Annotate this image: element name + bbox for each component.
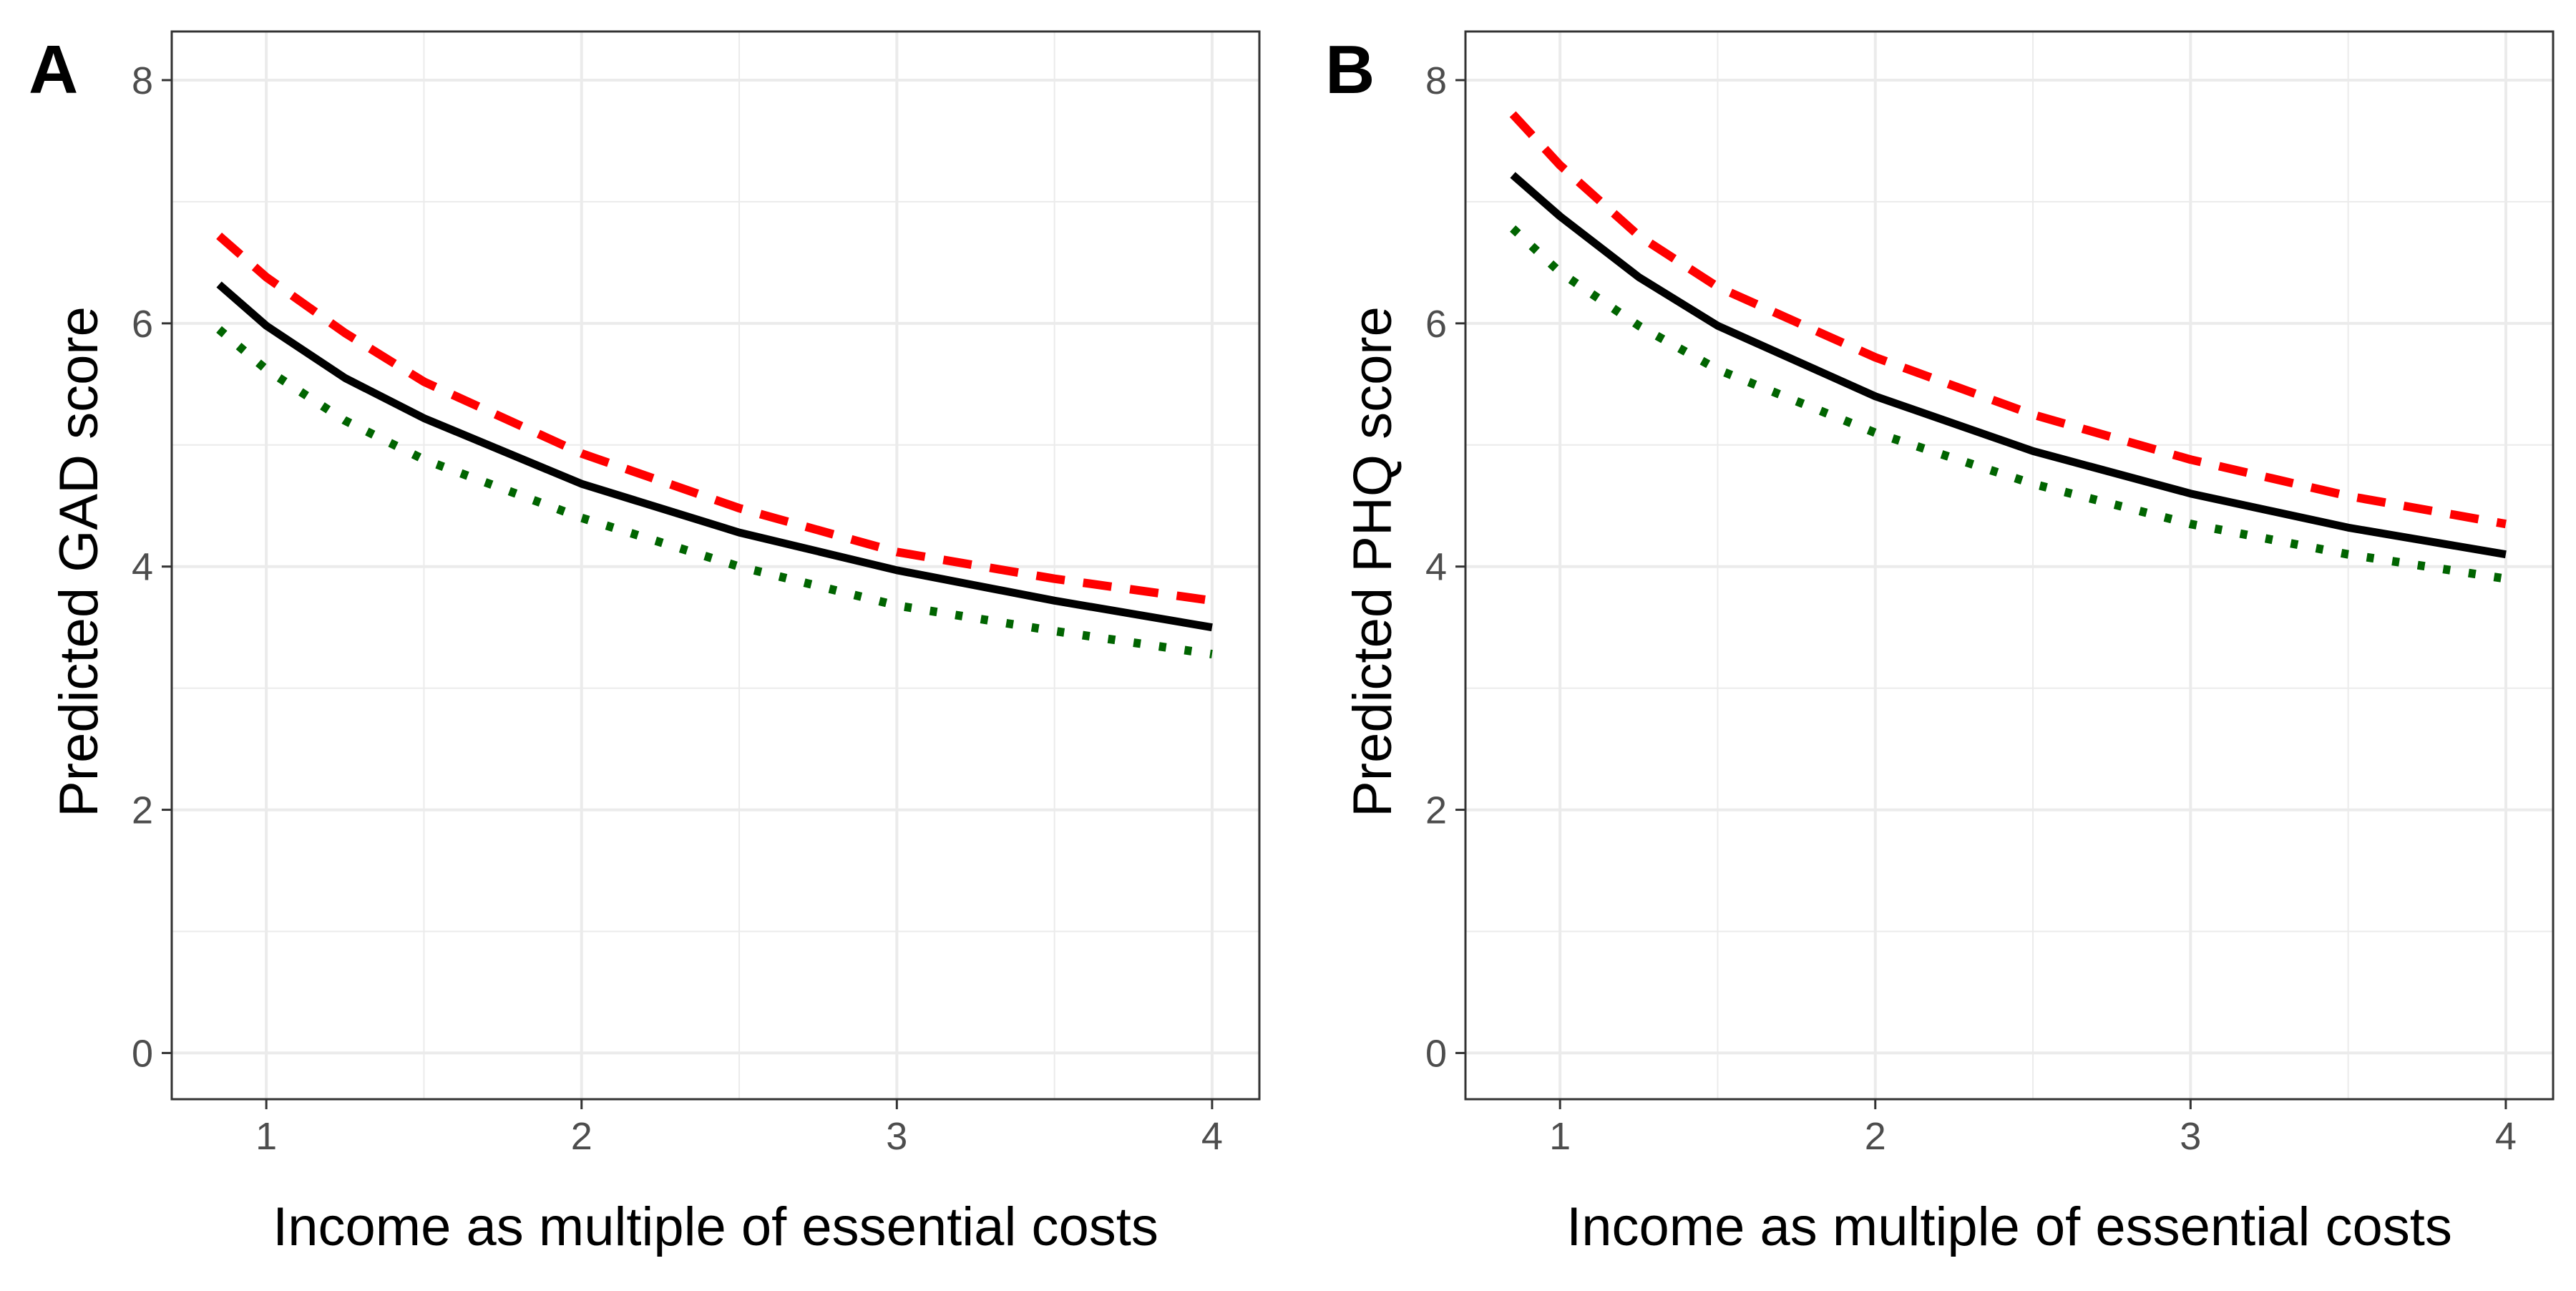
- plot-area-a: 1 2 3 4 0 2 4 6 8: [132, 30, 1261, 1158]
- series-line-solid: [1510, 172, 2507, 559]
- y-axis-label-a: Predicted GAD score: [49, 306, 109, 817]
- series-line-dashed: [216, 232, 1213, 605]
- y-tick-label: 6: [132, 303, 153, 346]
- y-tick-label: 8: [132, 59, 153, 102]
- panel-border: [1464, 30, 2555, 1101]
- x-tick-label: 4: [2495, 1115, 2517, 1158]
- plot-area-b: 1 2 3 4 0 2 4 6 8: [1425, 30, 2555, 1158]
- x-tick-label: 3: [2180, 1115, 2201, 1158]
- x-tick-label: 1: [1549, 1115, 1571, 1158]
- x-tick-label: 1: [255, 1115, 277, 1158]
- x-tick-label: 2: [571, 1115, 592, 1158]
- panel-tag-b: B: [1325, 31, 1375, 108]
- x-axis-label-b: Income as multiple of essential costs: [1566, 1197, 2452, 1257]
- panel-border: [170, 30, 1261, 1101]
- panel-b: 1 2 3 4 0 2 4 6 8 B Predicted PHQ score Income a…: [1325, 30, 2555, 1257]
- y-axis-label-b: Predicted PHQ score: [1342, 306, 1403, 817]
- y-tick-label: 4: [1425, 546, 1447, 589]
- y-tick-label: 2: [132, 789, 153, 832]
- y-tick-label: 0: [132, 1032, 153, 1075]
- series-line-solid: [216, 281, 1213, 632]
- y-tick-label: 2: [1425, 789, 1447, 832]
- y-tick-label: 8: [1425, 59, 1447, 102]
- panel-a: 1 2 3 4 0 2 4 6 8 A Predicted GAD score Income a…: [29, 30, 1261, 1257]
- x-tick-label: 2: [1865, 1115, 1886, 1158]
- y-tick-label: 0: [1425, 1032, 1447, 1075]
- x-tick-label: 4: [1201, 1115, 1223, 1158]
- panel-tag-a: A: [29, 31, 78, 108]
- y-tick-label: 4: [132, 546, 153, 589]
- series-line-dotted: [1510, 225, 2507, 583]
- x-tick-label: 3: [886, 1115, 907, 1158]
- y-tick-label: 6: [1425, 303, 1447, 346]
- series-line-dashed: [1509, 111, 2507, 529]
- x-axis-label-a: Income as multiple of essential costs: [273, 1197, 1158, 1257]
